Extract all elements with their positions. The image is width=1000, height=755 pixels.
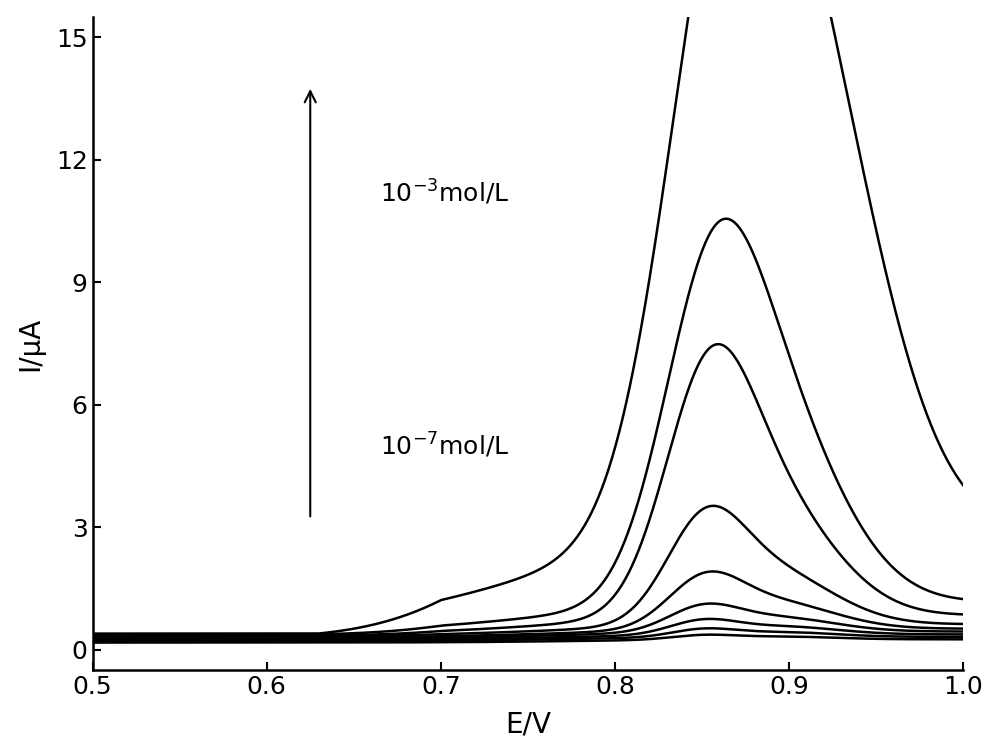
Y-axis label: I/μA: I/μA (17, 316, 45, 371)
Text: $10^{-3}$mol/L: $10^{-3}$mol/L (380, 177, 509, 207)
X-axis label: E/V: E/V (505, 710, 551, 738)
Text: $10^{-7}$mol/L: $10^{-7}$mol/L (380, 431, 509, 461)
